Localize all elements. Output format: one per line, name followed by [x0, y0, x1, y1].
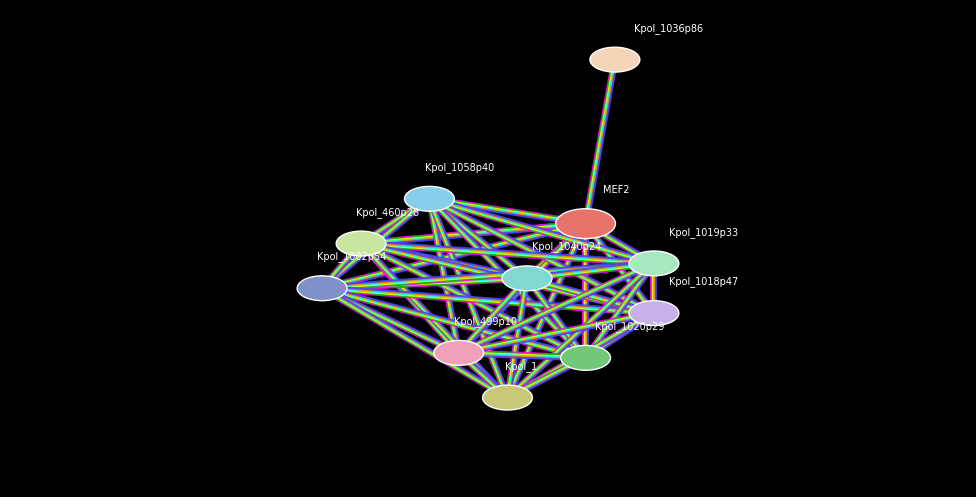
Ellipse shape — [336, 231, 386, 256]
Ellipse shape — [404, 186, 455, 211]
Text: Kpol_499p10: Kpol_499p10 — [454, 316, 517, 327]
Ellipse shape — [502, 266, 552, 291]
Ellipse shape — [629, 301, 679, 326]
Ellipse shape — [297, 276, 347, 301]
Text: Kpol_460p28: Kpol_460p28 — [356, 207, 420, 218]
Text: Kpol_1019p33: Kpol_1019p33 — [669, 227, 738, 238]
Ellipse shape — [590, 47, 640, 72]
Text: Kpol_1018p47: Kpol_1018p47 — [669, 276, 738, 287]
Text: Kpol_1002p54: Kpol_1002p54 — [317, 251, 386, 262]
Ellipse shape — [560, 345, 611, 370]
Ellipse shape — [629, 251, 679, 276]
Text: Kpol_1040p24: Kpol_1040p24 — [532, 242, 601, 252]
Text: Kpol_1020p29: Kpol_1020p29 — [595, 321, 665, 332]
Text: Kpol_1036p86: Kpol_1036p86 — [634, 23, 704, 34]
Text: MEF2: MEF2 — [603, 185, 630, 195]
Text: Kpol_1: Kpol_1 — [505, 361, 537, 372]
Ellipse shape — [433, 340, 484, 365]
Ellipse shape — [482, 385, 533, 410]
Ellipse shape — [555, 209, 616, 239]
Text: Kpol_1058p40: Kpol_1058p40 — [425, 162, 494, 173]
